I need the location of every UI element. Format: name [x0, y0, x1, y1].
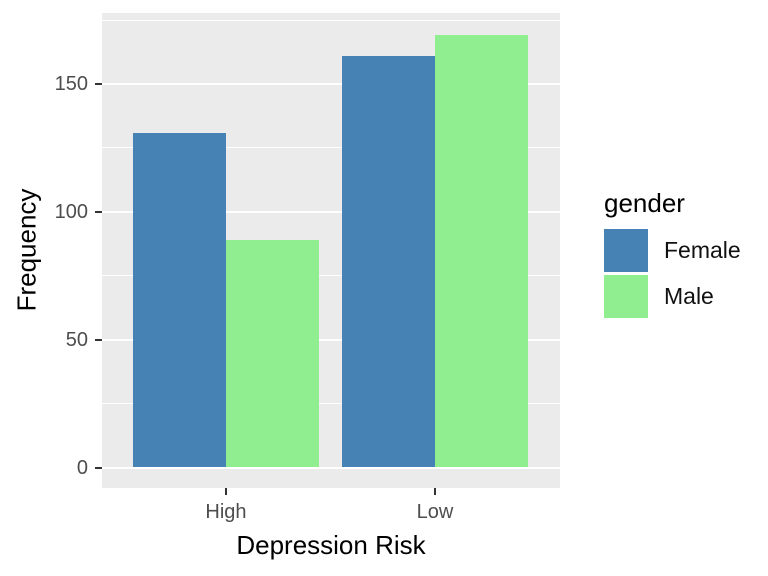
bar-male-low — [435, 35, 528, 468]
legend-key-female — [604, 229, 648, 272]
legend-key-male — [604, 275, 648, 318]
legend-item-male: Male — [604, 275, 741, 318]
y-tick-label-0: 0 — [76, 456, 88, 479]
y-tick-mark-50 — [95, 338, 102, 341]
major-gridline-100 — [102, 210, 560, 213]
legend-title: gender — [604, 188, 685, 218]
x-tick-mark-high — [225, 488, 227, 495]
x-tick-mark-low — [434, 488, 436, 495]
y-tick-mark-100 — [95, 210, 102, 213]
x-axis-title: Depression Risk — [236, 530, 426, 560]
bar-female-high — [133, 132, 226, 468]
minor-gridline-125 — [102, 147, 560, 149]
plot-panel — [102, 13, 560, 488]
y-tick-label-50: 50 — [65, 328, 88, 351]
x-tick-label-high: High — [205, 501, 247, 523]
major-gridline-0 — [102, 466, 560, 469]
minor-gridline-25 — [102, 403, 560, 405]
legend-label-female: Female — [664, 237, 741, 263]
major-gridline-150 — [102, 82, 560, 85]
x-tick-label-low: Low — [416, 501, 454, 523]
y-tick-mark-150 — [95, 82, 102, 85]
bar-male-high — [226, 239, 319, 468]
minor-gridline-175 — [102, 19, 560, 21]
legend-items: Female Male — [604, 229, 741, 318]
y-tick-mark-0 — [95, 466, 102, 469]
major-gridline-50 — [102, 338, 560, 341]
minor-gridline-75 — [102, 275, 560, 277]
legend: gender Female Male — [604, 190, 741, 321]
y-axis-title: Frequency — [11, 188, 42, 312]
y-tick-label-150: 150 — [54, 72, 88, 95]
legend-label-male: Male — [664, 283, 714, 309]
bar-female-low — [342, 55, 435, 468]
legend-item-female: Female — [604, 229, 741, 272]
